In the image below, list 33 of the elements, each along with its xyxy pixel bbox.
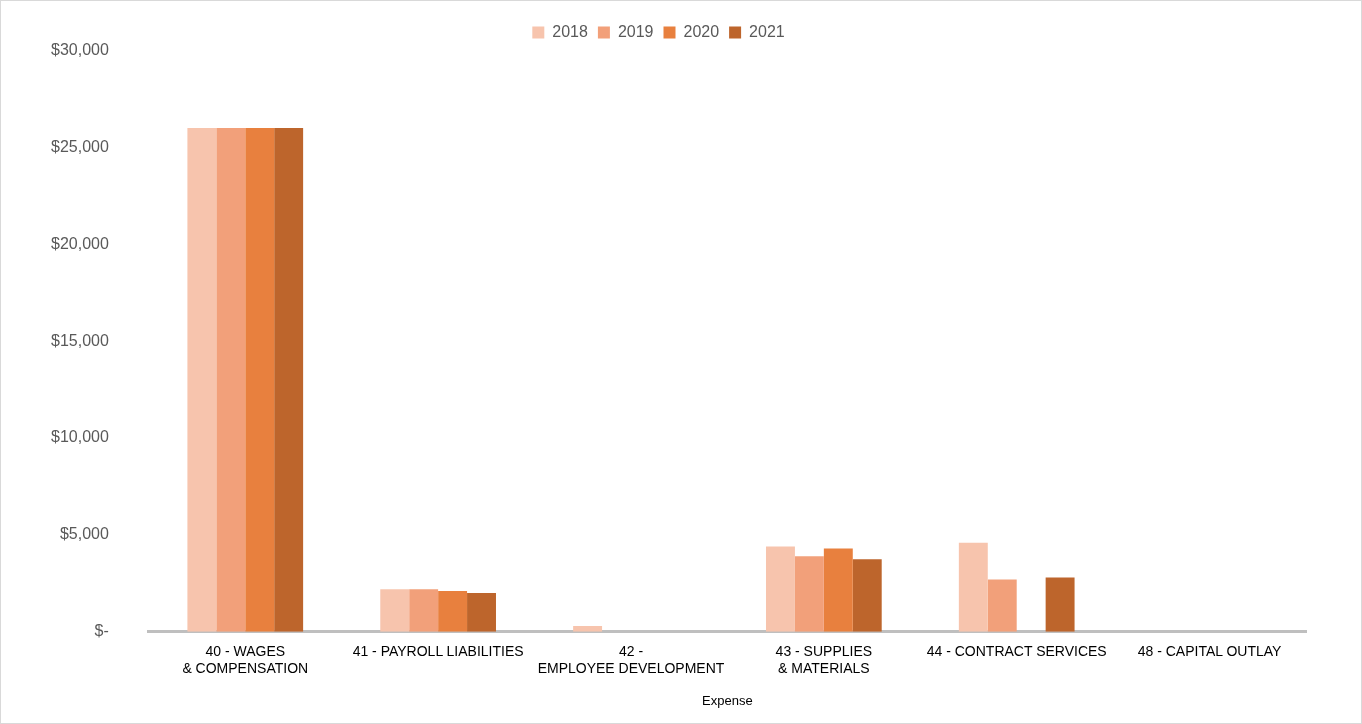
bar [852, 559, 882, 632]
legend-label: 2021 [749, 23, 785, 41]
x-tick-label: 42 - EMPLOYEE DEVELOPMENT [537, 643, 725, 676]
bar [380, 589, 410, 632]
y-tick-label: $30,000 [50, 41, 109, 59]
x-tick-label: 40 - WAGES & COMPENSATION [182, 643, 309, 676]
legend-label: 2018 [552, 23, 589, 41]
y-tick-label: $15,000 [50, 331, 109, 349]
x-axis-title: Expense [702, 692, 753, 708]
x-tick-label: 43 - SUPPLIES & MATERIALS [775, 643, 873, 676]
bar [765, 546, 795, 632]
bar [467, 593, 496, 632]
bar [1045, 577, 1075, 632]
x-tick-label: 44 - CONTRACT SERVICES [926, 643, 1107, 660]
bar [245, 128, 275, 632]
y-tick-label: $25,000 [50, 137, 109, 155]
bar [987, 579, 1017, 632]
y-tick-label: $10,000 [50, 428, 109, 446]
bar [274, 128, 304, 632]
y-tick-label: $5,000 [59, 525, 109, 543]
bar [216, 128, 246, 632]
y-tick-label: $- [94, 622, 109, 640]
bar [438, 591, 468, 632]
bar [409, 589, 439, 632]
legend-label: 2019 [617, 23, 654, 41]
bar [794, 556, 824, 632]
legend-label: 2020 [683, 23, 720, 41]
x-tick-label: 48 - CAPITAL OUTLAY [1137, 643, 1283, 660]
y-tick-label: $20,000 [50, 234, 109, 252]
x-tick-label: 41 - PAYROLL LIABILITIES [352, 643, 524, 660]
bar [187, 128, 217, 632]
bar [958, 542, 988, 632]
bar [823, 548, 853, 632]
